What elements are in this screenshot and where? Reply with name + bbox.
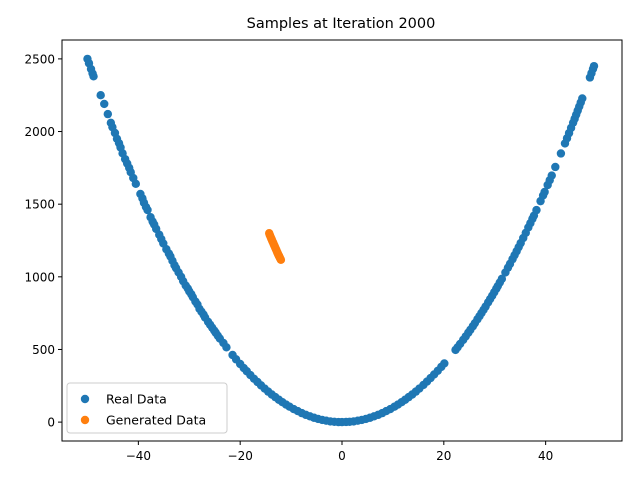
y-tick-label: 0 [47,416,55,430]
axes: −40 −20 0 20 40 0 500 1000 1500 2000 2500 [24,39,623,463]
y-tick-label: 500 [32,343,55,357]
series-generated-data [265,229,286,265]
y-tick-label: 1500 [24,198,55,212]
x-tick-label: 20 [436,449,451,463]
data-point [578,94,587,103]
data-point [589,61,599,71]
chart-title: Samples at Iteration 2000 [247,16,436,32]
data-point [440,359,449,368]
x-tick-label: 0 [338,449,346,463]
data-point [143,205,152,215]
data-point [276,255,286,265]
x-tick-label: −20 [228,449,253,463]
data-point [103,109,113,119]
data-point [556,149,566,158]
y-tick-label: 2000 [24,125,55,139]
data-point [131,179,141,189]
x-tick-label: 40 [538,449,553,463]
data-point [540,187,549,197]
data-point [89,72,98,81]
data-point [547,171,556,180]
data-point [100,99,109,109]
y-tick-label: 2500 [24,52,55,66]
legend-marker [80,415,90,425]
data-point [96,91,105,100]
data-point [497,274,507,284]
legend-label: Real Data [106,392,167,407]
plot-area [83,54,599,427]
data-point [551,162,560,172]
series-real-data [83,54,599,427]
legend-marker [80,394,90,404]
y-tick-label: 1000 [24,270,55,284]
x-tick-label: −40 [126,449,151,463]
legend-label: Generated Data [106,413,206,428]
legend: Real Data Generated Data [66,382,228,434]
data-point [532,205,541,215]
legend-box [66,382,228,434]
data-point [222,343,231,352]
